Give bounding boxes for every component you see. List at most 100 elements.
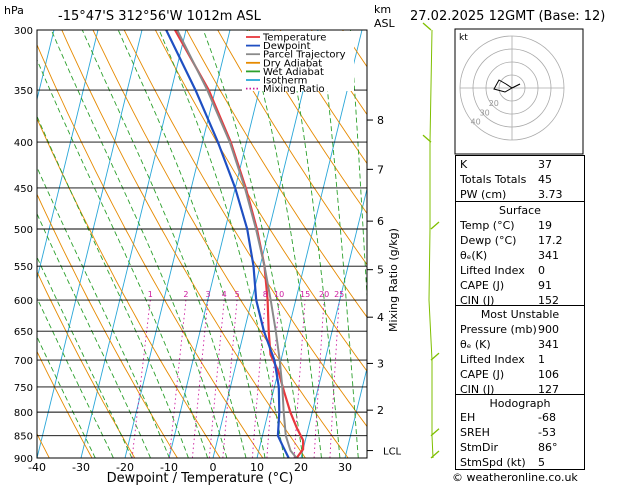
wet-adiabat-line xyxy=(350,30,367,305)
stat-label: Lifted Index xyxy=(460,264,525,277)
mixing-ratio-line xyxy=(251,299,266,458)
height-tick-label: 5 xyxy=(377,264,384,277)
stat-row: Lifted Index 0 xyxy=(456,263,584,278)
mixing-ratio-tick-label: 10 xyxy=(274,290,284,299)
temperature-tick-label: 30 xyxy=(338,461,352,474)
hodograph-stats-box: Hodograph EH -68 SREH -53 StmDir 86° StmSpd (k… xyxy=(455,394,585,470)
pressure-tick-label: 300 xyxy=(14,26,33,37)
wind-barb xyxy=(430,450,440,459)
stat-row: CAPE (J) 106 xyxy=(456,367,584,382)
pressure-tick-label: 500 xyxy=(14,225,33,236)
stat-value: 152 xyxy=(538,294,559,307)
stat-value: 86° xyxy=(538,441,558,454)
mixing-ratio-tick-label: 25 xyxy=(334,290,344,299)
stat-value: 127 xyxy=(538,383,559,396)
legend-entry-label: Mixing Ratio xyxy=(263,84,325,95)
mixing-ratio-tick-label: 5 xyxy=(235,290,240,299)
stat-label: StmSpd (kt) xyxy=(460,456,526,469)
stat-label: CAPE (J) xyxy=(460,279,505,292)
legend-entry-label: Isotherm xyxy=(263,76,307,87)
asl-unit-label: ASL xyxy=(374,17,396,30)
stat-label: Temp (°C) xyxy=(460,219,515,232)
stat-row: CIN (J) 127 xyxy=(456,382,584,397)
hodograph-ring-label: 30 xyxy=(480,108,490,117)
legend-entry-label: Dry Adiabat xyxy=(263,58,322,69)
temperature-tick-label: 10 xyxy=(250,461,264,474)
hodograph-unit: kt xyxy=(459,33,468,43)
stat-row: θₑ (K) 341 xyxy=(456,337,584,352)
hodograph-trace xyxy=(493,79,513,93)
wet-adiabat-line xyxy=(202,30,304,458)
temperature-tick-label: -20 xyxy=(116,461,134,474)
stat-row: CAPE (J) 91 xyxy=(456,278,584,293)
stat-label: θₑ(K) xyxy=(460,249,488,262)
stat-value: 106 xyxy=(538,368,559,381)
stat-value: 341 xyxy=(538,249,559,262)
stat-label: CIN (J) xyxy=(460,294,495,307)
location-title: -15°47'S 312°56'W 1012m ASL xyxy=(58,9,262,24)
stat-value: 19 xyxy=(538,219,552,232)
stat-row: Totals Totals 45 xyxy=(456,172,584,187)
stat-row: K 37 xyxy=(456,157,584,172)
hodograph-ring-label: 20 xyxy=(489,99,499,108)
isotherm-line xyxy=(37,30,143,458)
stat-label: K xyxy=(460,158,468,171)
profile-curves xyxy=(165,30,305,458)
stat-value: 341 xyxy=(538,338,559,351)
stat-row: PW (cm) 3.73 xyxy=(456,187,584,202)
stat-label: StmDir xyxy=(460,441,499,454)
mixing-ratio-line xyxy=(191,299,209,458)
temperature-tick-labels: -40 -30 -20 -10 0 10 20 30 xyxy=(28,461,352,474)
hodograph-storm-motion xyxy=(511,83,521,89)
surface-box: Surface Temp (°C) 19 Dewp (°C) 17.2 θₑ(K) 341… xyxy=(455,201,585,307)
stat-value: 45 xyxy=(538,173,552,186)
datetime-title: 27.02.2025 12GMT (Base: 12) xyxy=(410,9,605,24)
stat-value: -53 xyxy=(538,426,556,439)
wind-barb xyxy=(430,352,440,361)
dry-adiabat-line xyxy=(37,43,264,458)
dry-adiabat-line xyxy=(0,30,7,458)
height-tick-label: 4 xyxy=(377,311,384,324)
mixing-ratio-tick-label: 2 xyxy=(183,290,188,299)
km-unit-label: km xyxy=(374,3,391,16)
lcl-label: LCL xyxy=(383,447,402,458)
wet-adiabat-line xyxy=(246,30,322,458)
stat-label: CIN (J) xyxy=(460,383,495,396)
mixing-ratio-tick-label: 4 xyxy=(222,290,227,299)
stat-row: Temp (°C) 19 xyxy=(456,218,584,233)
profile-parcel-trajectory xyxy=(176,30,298,458)
stat-row: StmSpd (kt) 5 xyxy=(456,455,584,470)
pressure-tick-label: 900 xyxy=(14,454,33,465)
temperature-tick-label: 0 xyxy=(210,461,217,474)
stat-row: CIN (J) 152 xyxy=(456,293,584,308)
mixing-ratio-tick-label: 3 xyxy=(205,290,210,299)
pressure-tick-label: 750 xyxy=(14,383,33,394)
profile-dewpoint xyxy=(165,30,290,458)
hpa-unit-label: hPa xyxy=(4,4,24,17)
pressure-tick-label: 400 xyxy=(14,138,33,149)
height-tick-label: 2 xyxy=(377,404,384,417)
pressure-tick-label: 850 xyxy=(14,432,33,443)
stat-row: StmDir 86° xyxy=(456,440,584,455)
surface-title: Surface xyxy=(499,204,541,217)
pressure-tick-label: 550 xyxy=(14,262,33,273)
stat-row: Dewp (°C) 17.2 xyxy=(456,233,584,248)
pressure-tick-label: 600 xyxy=(14,296,33,307)
stat-label: Pressure (mb) xyxy=(460,323,537,336)
stat-row: θₑ(K) 341 xyxy=(456,248,584,263)
dry-adiabat-line xyxy=(37,117,221,458)
stat-label: CAPE (J) xyxy=(460,368,505,381)
mixing-ratio-tick-label: 20 xyxy=(319,290,329,299)
x-axis-title: Dewpoint / Temperature (°C) xyxy=(107,471,294,486)
mixing-ratio-tick-label: 1 xyxy=(148,290,153,299)
stat-row: EH -68 xyxy=(456,410,584,425)
stat-value: 0 xyxy=(538,264,545,277)
stat-row: SREH -53 xyxy=(456,425,584,440)
isotherm-line xyxy=(37,30,99,281)
wind-profile-line xyxy=(428,29,434,459)
stat-value: 3.73 xyxy=(538,188,563,201)
stat-value: 900 xyxy=(538,323,559,336)
pressure-tick-label: 800 xyxy=(14,408,33,419)
